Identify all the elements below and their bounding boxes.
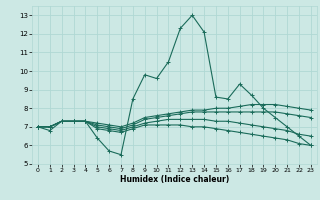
X-axis label: Humidex (Indice chaleur): Humidex (Indice chaleur) <box>120 175 229 184</box>
